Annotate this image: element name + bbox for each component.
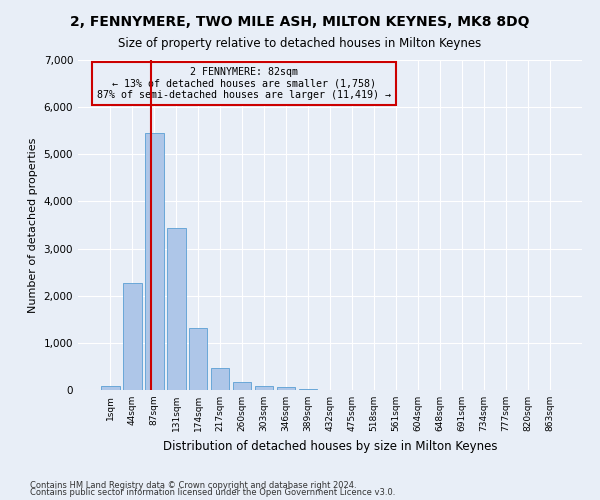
- Bar: [211, 368, 229, 390]
- Bar: [255, 386, 274, 390]
- Text: 2 FENNYMERE: 82sqm
← 13% of detached houses are smaller (1,758)
87% of semi-deta: 2 FENNYMERE: 82sqm ← 13% of detached hou…: [97, 66, 391, 100]
- Bar: [123, 282, 142, 390]
- Bar: [167, 228, 185, 390]
- Text: Size of property relative to detached houses in Milton Keynes: Size of property relative to detached ho…: [118, 38, 482, 51]
- Bar: [277, 387, 295, 390]
- Bar: [101, 386, 119, 390]
- Bar: [299, 388, 317, 390]
- X-axis label: Distribution of detached houses by size in Milton Keynes: Distribution of detached houses by size …: [163, 440, 497, 452]
- Bar: [233, 382, 251, 390]
- Text: Contains public sector information licensed under the Open Government Licence v3: Contains public sector information licen…: [30, 488, 395, 497]
- Y-axis label: Number of detached properties: Number of detached properties: [28, 138, 38, 312]
- Text: 2, FENNYMERE, TWO MILE ASH, MILTON KEYNES, MK8 8DQ: 2, FENNYMERE, TWO MILE ASH, MILTON KEYNE…: [70, 15, 530, 29]
- Bar: [189, 328, 208, 390]
- Text: Contains HM Land Registry data © Crown copyright and database right 2024.: Contains HM Land Registry data © Crown c…: [30, 480, 356, 490]
- Bar: [145, 133, 164, 390]
